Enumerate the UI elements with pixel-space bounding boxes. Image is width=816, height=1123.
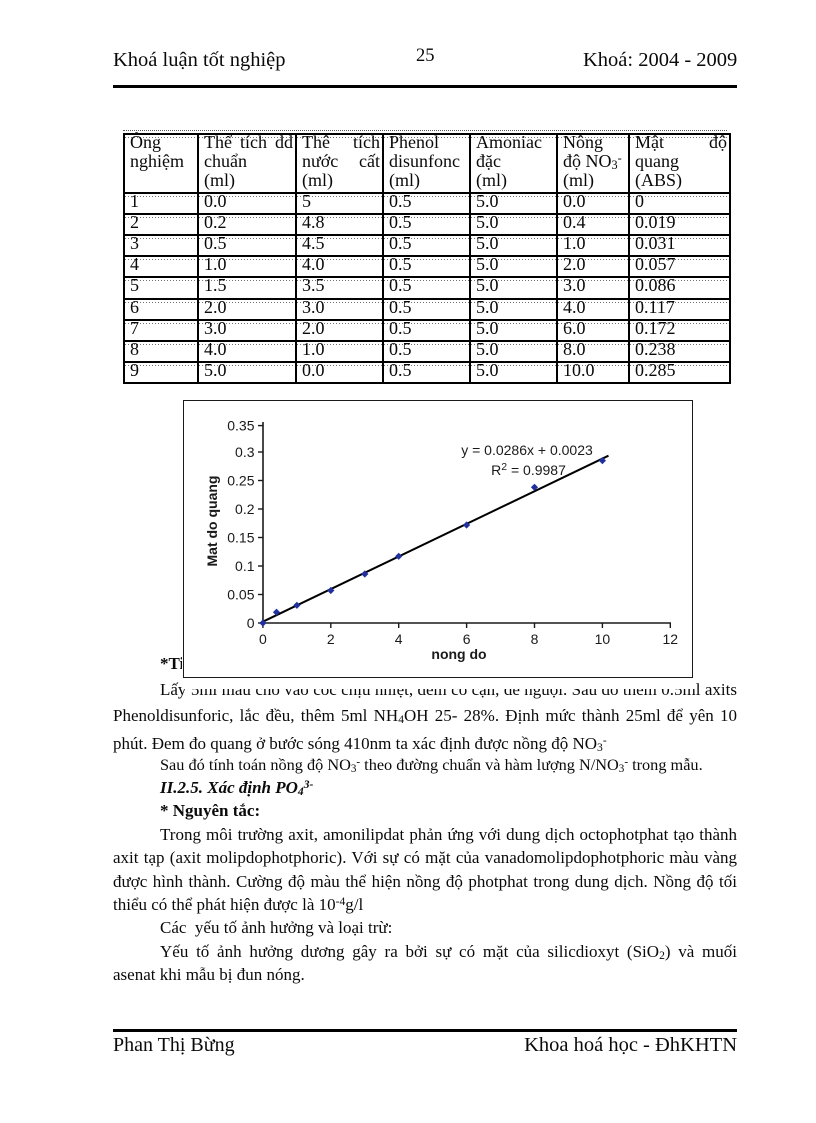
svg-text:4: 4 bbox=[395, 631, 403, 647]
svg-text:y = 0.0286x + 0.0023: y = 0.0286x + 0.0023 bbox=[461, 442, 593, 458]
svg-text:0.05: 0.05 bbox=[227, 587, 254, 603]
svg-text:6: 6 bbox=[463, 631, 471, 647]
svg-text:0.15: 0.15 bbox=[227, 530, 254, 546]
svg-text:8: 8 bbox=[531, 631, 539, 647]
svg-text:0: 0 bbox=[247, 615, 255, 631]
svg-text:nong do: nong do bbox=[431, 646, 486, 662]
svg-text:10: 10 bbox=[595, 631, 611, 647]
svg-text:Mat do quang: Mat do quang bbox=[204, 476, 220, 567]
svg-text:0.1: 0.1 bbox=[235, 558, 255, 574]
svg-text:2: 2 bbox=[327, 631, 335, 647]
svg-text:0.25: 0.25 bbox=[227, 473, 254, 489]
svg-text:0.2: 0.2 bbox=[235, 501, 255, 517]
svg-text:0: 0 bbox=[259, 631, 267, 647]
svg-text:12: 12 bbox=[663, 631, 679, 647]
svg-text:0.35: 0.35 bbox=[227, 418, 254, 434]
svg-text:0.3: 0.3 bbox=[235, 444, 255, 460]
svg-text:R2 = 0.9987: R2 = 0.9987 bbox=[491, 461, 566, 478]
